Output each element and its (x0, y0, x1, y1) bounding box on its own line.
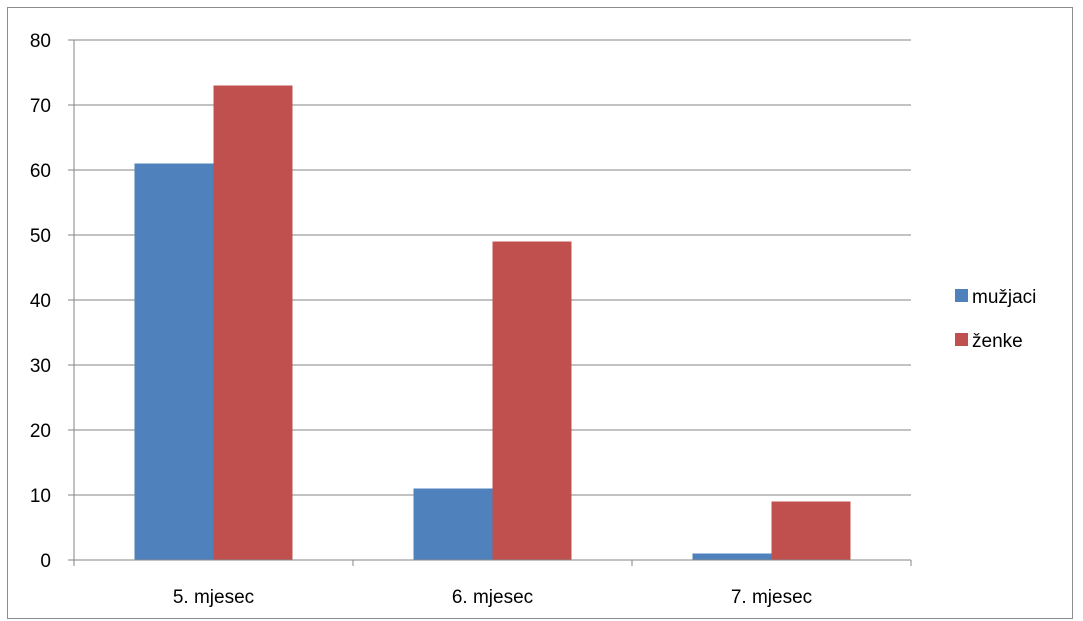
y-tick-label: 20 (30, 421, 51, 442)
legend-label: mužjaci (972, 287, 1036, 308)
axes (68, 39, 912, 566)
bar (492, 241, 572, 560)
legend: mužjaci ženke (955, 287, 1036, 352)
bar (692, 553, 772, 560)
legend-swatch (955, 333, 968, 346)
y-tick-label: 10 (30, 486, 51, 507)
y-tick-label: 30 (30, 356, 51, 377)
legend-label: ženke (972, 331, 1023, 352)
bars (134, 85, 851, 560)
y-tick-label: 50 (30, 226, 51, 247)
bar (413, 488, 493, 560)
bar (213, 85, 293, 560)
x-tick-label: 7. mjesec (731, 587, 812, 608)
bar (134, 163, 214, 560)
x-tick-labels: 5. mjesec 6. mjesec 7. mjesec (173, 587, 812, 608)
y-tick-label: 40 (30, 291, 51, 312)
y-tick-label: 70 (30, 96, 51, 117)
y-tick-label: 0 (40, 551, 51, 572)
y-tick-labels: 0 10 20 30 40 50 60 70 80 (30, 31, 51, 572)
y-tick-label: 80 (30, 31, 51, 52)
legend-swatch (955, 289, 968, 302)
x-tick-label: 6. mjesec (452, 587, 533, 608)
y-tick-label: 60 (30, 161, 51, 182)
bar (771, 501, 851, 560)
x-tick-label: 5. mjesec (173, 587, 254, 608)
